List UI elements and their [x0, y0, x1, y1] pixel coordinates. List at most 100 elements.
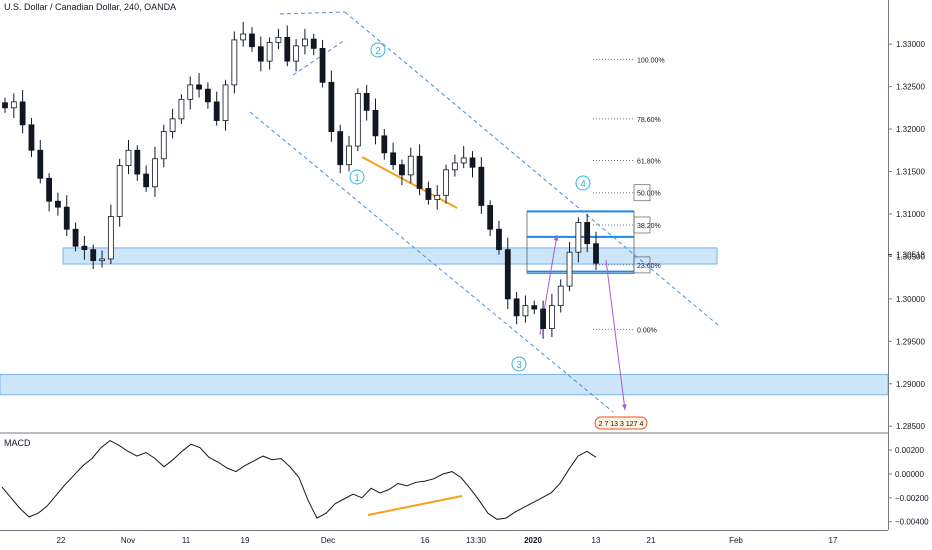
fib-level-label: 50.00% — [637, 191, 661, 198]
price-candle — [222, 84, 229, 121]
price-tick-label: 1.29000 — [896, 380, 925, 389]
price-candle — [240, 33, 247, 41]
wave-4-label: 4 — [580, 179, 586, 190]
price-candle — [99, 258, 105, 262]
price-candle — [28, 124, 35, 151]
price-candle — [407, 155, 414, 176]
channel-lower-line — [249, 111, 614, 413]
wedge-top-line — [279, 11, 346, 15]
price-candle — [266, 42, 273, 62]
price-candle — [328, 81, 335, 132]
price-candle — [231, 39, 238, 86]
time-tick-label: 2020 — [524, 536, 542, 545]
price-tick-label: 1.29500 — [896, 337, 925, 346]
price-candle — [478, 166, 485, 206]
price-tick-label: 1.32500 — [896, 83, 925, 92]
support-zone — [62, 247, 718, 265]
price-candle — [451, 162, 458, 171]
price-candle — [302, 38, 308, 47]
price-candle — [575, 222, 582, 253]
price-tick-label: 1.28500 — [896, 422, 925, 431]
price-candle — [443, 169, 449, 196]
macd-tick-label: 0.00000 — [895, 470, 924, 479]
macd-tick-label: 0.00200 — [895, 446, 924, 455]
price-candle — [460, 157, 467, 164]
price-candle — [346, 145, 352, 166]
price-candle — [37, 149, 44, 179]
price-candle — [10, 101, 17, 109]
price-candle — [548, 305, 555, 329]
price-candle — [531, 305, 538, 310]
price-tick-label: 1.30500 — [896, 252, 925, 261]
price-candle — [363, 92, 370, 111]
price-tick-label: 1.31000 — [896, 210, 925, 219]
price-tick-label: 1.33000 — [896, 40, 925, 49]
price-candle — [196, 84, 202, 90]
price-candle — [399, 164, 405, 176]
price-candle — [293, 45, 299, 62]
fib-level-label: 23.60% — [637, 263, 661, 270]
projection-arrow-down — [605, 259, 626, 411]
wave-2-circle — [370, 42, 386, 58]
price-candle — [213, 101, 220, 121]
price-candle — [319, 47, 326, 83]
wedge-bottom-line — [292, 39, 346, 76]
price-candle — [134, 149, 141, 175]
chart-title: U.S. Dollar / Canadian Dollar, 240, OAND… — [4, 2, 177, 12]
macd-line — [1, 440, 597, 520]
price-candle — [2, 102, 8, 109]
price-candle — [354, 92, 361, 147]
time-tick-label: Feb — [729, 536, 743, 545]
price-candle — [257, 46, 264, 62]
price-candle — [81, 245, 88, 251]
price-tick-label: 1.30000 — [896, 295, 925, 304]
price-divergence-line — [361, 156, 458, 209]
price-candle — [152, 158, 158, 188]
price-candle — [46, 177, 53, 202]
event-badge[interactable] — [594, 416, 648, 430]
price-candle — [593, 243, 599, 264]
price-candle — [557, 285, 564, 307]
price-candle — [372, 109, 379, 137]
price-candle — [284, 36, 291, 62]
fib-level-label: 0.00% — [637, 327, 657, 334]
fib-tag-box — [633, 184, 651, 202]
price-candle — [63, 206, 70, 230]
price-candle — [143, 173, 150, 188]
wave-4-circle — [575, 175, 591, 191]
price-candle — [566, 251, 573, 287]
fib-tag-box — [633, 256, 651, 274]
time-tick-label: 11 — [182, 536, 191, 545]
price-candle — [249, 33, 255, 48]
price-candle — [125, 149, 132, 166]
fib-level-label: 38.20% — [637, 223, 661, 230]
price-candle — [72, 228, 79, 247]
time-tick-label: 22 — [57, 536, 66, 545]
macd-tick-label: −0.00400 — [895, 518, 929, 527]
price-candle — [310, 38, 317, 49]
macd-tick-label: −0.00200 — [895, 494, 929, 503]
fib-tag-box — [633, 216, 651, 234]
time-tick-label: 19 — [241, 536, 250, 545]
price-tick-label: 1.32000 — [896, 125, 925, 134]
price-candle — [504, 249, 511, 300]
wave-2-label: 2 — [375, 46, 381, 57]
price-candle — [337, 131, 344, 166]
projection-arrow-up-head — [553, 235, 559, 241]
price-candle — [90, 249, 97, 262]
wave-1-label: 1 — [354, 173, 360, 184]
price-candle — [469, 157, 476, 168]
time-tick-label: 16 — [421, 536, 430, 545]
time-tick-label: Dec — [321, 536, 335, 545]
time-tick-label: Nov — [121, 536, 135, 545]
price-candle — [381, 135, 388, 154]
fib-level-label: 61.80% — [637, 158, 661, 165]
event-badge-text: 2 7 13 3 127 4 — [599, 421, 644, 428]
time-tick-label: 21 — [647, 536, 656, 545]
price-candle — [425, 188, 432, 200]
current-price-label: 1.30518 — [896, 251, 925, 260]
fib-level-label: 100.00% — [637, 57, 665, 64]
price-candle — [487, 205, 494, 230]
price-candle — [275, 36, 282, 43]
